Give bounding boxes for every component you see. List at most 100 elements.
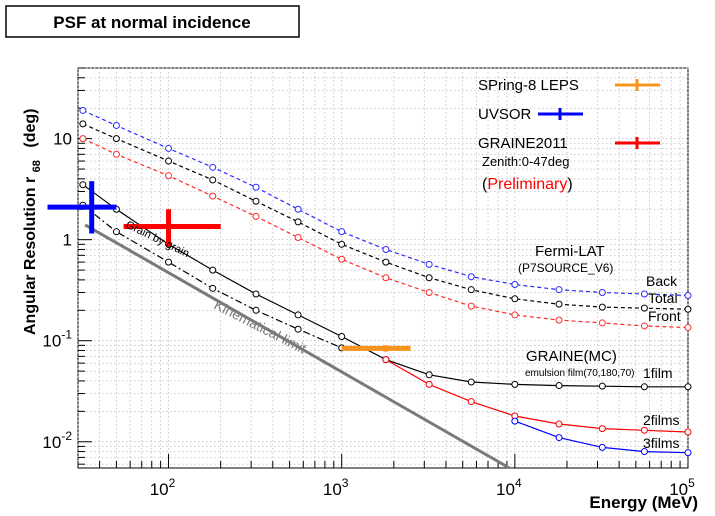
label-1film: 1film: [643, 365, 673, 381]
series-point-1film: [640, 383, 648, 391]
y-tick-label: 1: [63, 231, 72, 250]
series-point-back: [294, 205, 302, 213]
graine-mc-title: GRAINE(MC): [526, 348, 617, 365]
series-point-1film: [425, 371, 433, 379]
series-layer: [79, 106, 692, 457]
legend-label-spring8: SPring-8 LEPS: [478, 77, 579, 94]
y-tick-label: 10-1: [42, 328, 72, 351]
label-2films: 2films: [643, 412, 680, 428]
series-point-front: [425, 289, 433, 297]
series-line-2films: [385, 359, 689, 433]
y-axis-unit: (deg): [22, 109, 39, 148]
series-point-back: [382, 245, 390, 253]
series-point-front: [684, 324, 692, 332]
y-axis-label: Angular Resolution r 68 (deg): [22, 109, 44, 336]
y-axis-title: Angular Resolution r: [22, 177, 39, 335]
series-point-front: [555, 316, 563, 324]
series-point-1film: [79, 181, 87, 189]
kinematical-limit-layer: [84, 223, 511, 470]
series-line-front: [82, 138, 689, 329]
x-axis-title: Energy (MeV): [589, 493, 698, 512]
series-point-1film: [252, 290, 260, 298]
series-point-total: [598, 303, 606, 311]
legend: SPring-8 LEPS UVSOR GRAINE2011 Zenith:0-…: [478, 77, 660, 193]
series-point-back: [79, 106, 87, 114]
plot-area: [77, 67, 689, 469]
series-point-2films: [684, 428, 692, 436]
series-point-total: [467, 286, 475, 294]
series-point-2films: [467, 398, 475, 406]
series-point-back: [684, 292, 692, 300]
y-tick-label: 10: [53, 130, 72, 149]
fermi-subtitle: (P7SOURCE_V6): [518, 261, 613, 275]
series-point-total: [382, 258, 390, 266]
y-axis-subscript: 68: [31, 160, 43, 172]
legend-label-graine2011: GRAINE2011: [478, 135, 568, 152]
series-point-back: [598, 289, 606, 297]
series-point-back: [252, 183, 260, 191]
x-tick-label: 102: [150, 476, 176, 499]
series-point-total: [165, 157, 173, 165]
series-point-total: [425, 274, 433, 282]
series-point-grain-by-grain: [294, 325, 302, 333]
y-tick-label: 10-2: [42, 429, 72, 452]
series-point-grain-by-grain: [252, 306, 260, 314]
legend-label-uvsor: UVSOR: [478, 106, 532, 123]
label-3films: 3films: [643, 435, 680, 451]
series-point-front: [294, 234, 302, 242]
label-front: Front: [648, 308, 681, 324]
x-tick-label: 103: [323, 476, 349, 499]
label-total: Total: [648, 290, 678, 306]
x-tick-label: 104: [496, 476, 522, 499]
series-point-front: [165, 172, 173, 180]
series-point-3films: [598, 443, 606, 451]
series-point-2films: [555, 420, 563, 428]
series-point-3films: [511, 417, 519, 425]
series-line-total: [82, 123, 689, 310]
series-point-total: [112, 135, 120, 143]
axes: 102 103 104 105 10-2 10-1 1 10: [42, 67, 695, 499]
series-point-2films: [640, 426, 648, 434]
series-point-total: [79, 120, 87, 128]
series-point-front: [640, 322, 648, 330]
series-point-1film: [511, 380, 519, 388]
series-point-front: [252, 212, 260, 220]
series-point-3films: [555, 434, 563, 442]
series-point-1film: [209, 266, 217, 274]
kinematical-limit-line: [84, 223, 511, 470]
series-point-front: [79, 135, 87, 143]
series-point-total: [555, 300, 563, 308]
svg-text:Angular Resolution r 68: Angular Resolution r 68 (deg): [22, 109, 44, 336]
series-point-back: [112, 121, 120, 129]
series-point-back: [425, 260, 433, 268]
series-point-back: [165, 144, 173, 152]
series-point-grain-by-grain: [112, 228, 120, 236]
series-point-front: [338, 255, 346, 263]
series-point-back: [511, 281, 519, 289]
series-point-total: [209, 176, 217, 184]
label-back: Back: [646, 273, 678, 289]
series-point-1film: [338, 333, 346, 341]
series-point-2films: [382, 356, 390, 364]
series-point-3films: [684, 449, 692, 457]
series-point-front: [467, 302, 475, 310]
series-point-back: [338, 228, 346, 236]
series-point-3films: [640, 448, 648, 456]
series-point-1film: [598, 382, 606, 390]
series-point-front: [112, 150, 120, 158]
series-point-total: [511, 295, 519, 303]
series-point-1film: [294, 311, 302, 319]
x-tick-label: 105: [669, 476, 695, 499]
series-point-1film: [467, 378, 475, 386]
chart-title: PSF at normal incidence: [53, 13, 250, 32]
graine-mc-subtitle: emulsion film(70,180,70): [525, 368, 635, 379]
series-point-1film: [684, 383, 692, 391]
series-point-back: [640, 290, 648, 298]
series-point-total: [640, 304, 648, 312]
series-point-1film: [555, 382, 563, 390]
series-point-front: [209, 192, 217, 200]
series-point-total: [294, 218, 302, 226]
series-line-back: [82, 109, 689, 297]
series-point-total: [338, 240, 346, 248]
